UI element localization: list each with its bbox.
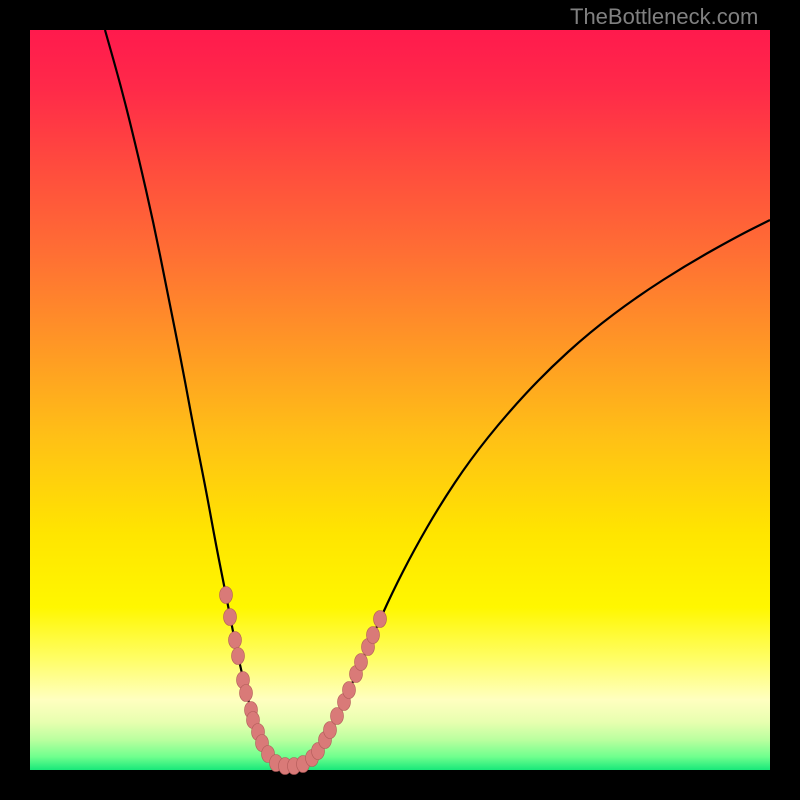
data-marker [232,648,245,665]
data-marker [229,632,242,649]
watermark-text: TheBottleneck.com [570,4,758,30]
chart-frame: TheBottleneck.com [0,0,800,800]
data-marker [240,685,253,702]
data-marker [374,611,387,628]
data-marker [220,587,233,604]
data-marker [224,609,237,626]
data-marker [355,654,368,671]
plot-background [30,30,770,770]
bottleneck-curve-chart [0,0,800,800]
data-marker [367,627,380,644]
data-marker [343,682,356,699]
